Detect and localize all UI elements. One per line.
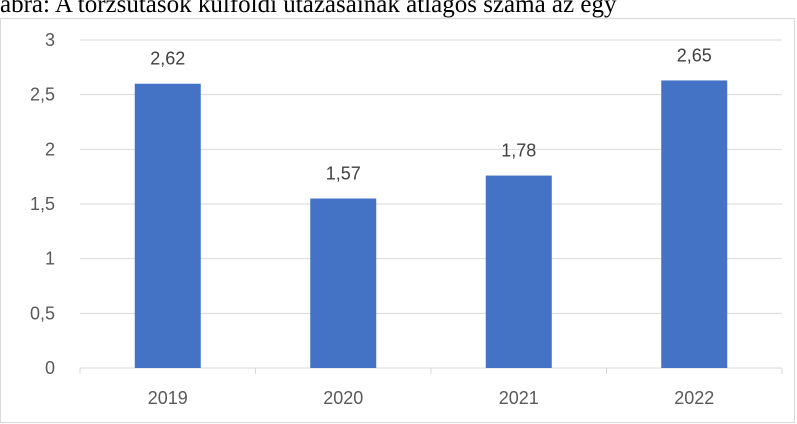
y-tick-label: 1: [45, 249, 55, 269]
data-label-2022: 2,65: [677, 45, 712, 65]
y-tick-label: 1,5: [30, 194, 55, 214]
bars: [134, 80, 728, 368]
y-tick-label: 3: [45, 30, 55, 50]
data-label-2020: 1,57: [326, 164, 361, 184]
x-tick-label-2020: 2020: [323, 388, 363, 408]
bar-2020: [310, 198, 377, 368]
x-axis: [79, 367, 783, 374]
y-tick-label: 0,5: [30, 303, 55, 323]
y-tick-label: 2: [45, 139, 55, 159]
x-axis-tick-labels: 2019 2020 2021 2022: [148, 388, 715, 408]
x-tick-label-2019: 2019: [148, 388, 188, 408]
figure-caption: ábra: A törzsutasok külföldi utazásainak…: [0, 0, 617, 18]
data-labels: 2,62 1,57 1,78 2,65: [150, 45, 712, 183]
data-label-2021: 1,78: [501, 141, 536, 161]
y-tick-label: 2,5: [30, 85, 55, 105]
x-tick-label-2022: 2022: [674, 388, 714, 408]
bar-2019: [134, 83, 201, 368]
bar-2021: [485, 175, 552, 368]
y-tick-label: 0: [45, 358, 55, 378]
x-tick-label-2021: 2021: [499, 388, 539, 408]
y-axis-tick-labels: 0 0,5 1 1,5 2 2,5 3: [30, 30, 55, 378]
data-label-2019: 2,62: [150, 49, 185, 69]
chart-frame: [0, 18, 795, 423]
bar-2022: [661, 80, 728, 368]
